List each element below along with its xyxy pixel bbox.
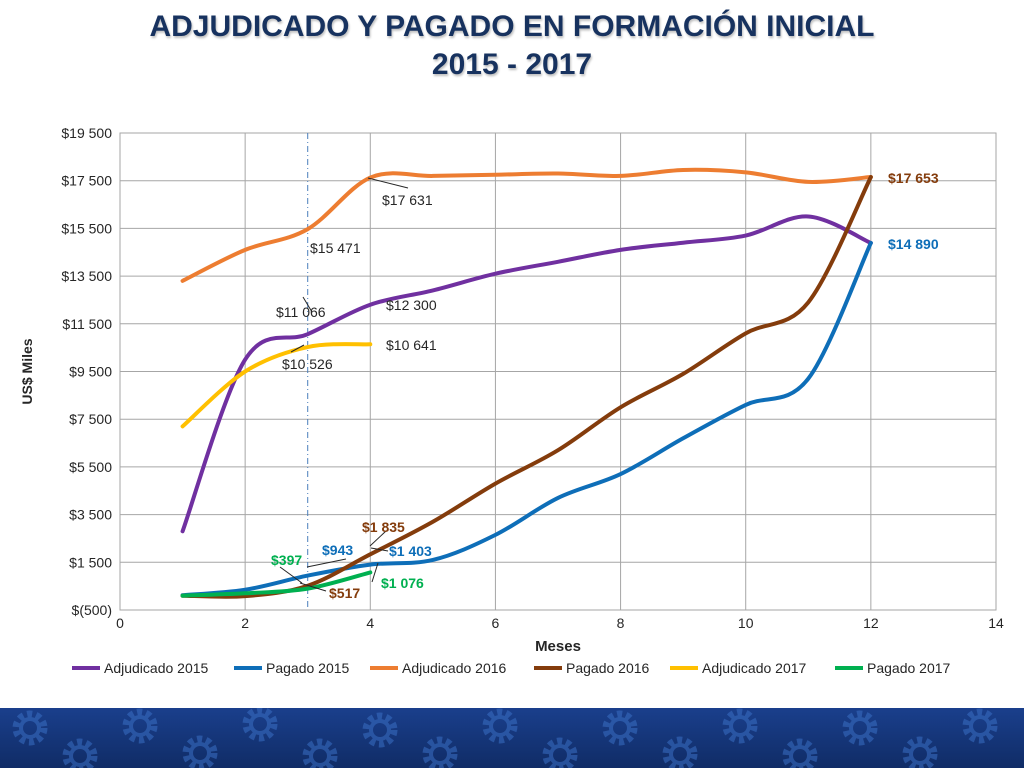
data-label: $1 076: [381, 575, 424, 591]
annotation-leader: [370, 547, 389, 552]
series-line-pagado-2017: [180, 570, 373, 598]
y-tick-label: $11 500: [62, 316, 112, 332]
y-tick-label: $7 500: [69, 411, 112, 427]
line-chart: $(500) $1 500 $3 500 $5 500 $7 500 $9 500 $11 …: [19, 125, 1004, 676]
y-axis-title: US$ Miles: [19, 338, 35, 404]
data-label: $943: [322, 542, 353, 558]
data-label: $11 066: [276, 304, 326, 320]
legend-label: Pagado 2015: [266, 660, 350, 676]
title-line-1: ADJUDICADO Y PAGADO EN FORMACIÓN INICIAL: [149, 10, 875, 43]
gear-pattern-icon: [0, 708, 1024, 768]
series-line-adjudicado-2016: [180, 167, 873, 283]
data-label: $15 471: [310, 240, 361, 256]
annotation-leader: [306, 558, 347, 568]
series-line-pagado-2015: [180, 240, 873, 598]
annotation-leader: [367, 177, 409, 189]
title-line-2: 2015 - 2017: [431, 48, 593, 81]
x-tick-label: 0: [116, 615, 124, 631]
data-label: $397: [271, 552, 302, 568]
data-label: $12 300: [386, 297, 437, 313]
series-line-adjudicado-2017: [180, 342, 373, 429]
legend-label: Adjudicado 2016: [402, 660, 507, 676]
legend-label: Pagado 2017: [867, 660, 951, 676]
data-label: $517: [329, 585, 360, 601]
annotation-leader: [302, 296, 313, 313]
x-tick-label: 12: [863, 615, 879, 631]
annotation-leader: [369, 530, 387, 547]
page-title: ADJUDICADO Y PAGADO EN FORMACIÓN INICIAL…: [0, 8, 1024, 84]
annotation-leader: [290, 344, 305, 353]
annotation-leader: [371, 562, 379, 583]
data-label: $17 653: [888, 170, 939, 186]
x-tick-label: 10: [738, 615, 754, 631]
y-tick-label: $5 500: [69, 459, 112, 475]
y-tick-label: $13 500: [61, 268, 112, 284]
annotation-leader: [279, 566, 303, 584]
y-tick-label: $19 500: [61, 125, 112, 141]
data-label: $10 526: [282, 356, 333, 372]
data-label: $17 631: [382, 192, 433, 208]
data-label: $1 835: [362, 519, 405, 535]
x-tick-label: 2: [241, 615, 249, 631]
legend-label: Adjudicado 2017: [702, 660, 807, 676]
y-tick-label: $1 500: [69, 554, 112, 570]
x-tick-label: 14: [988, 615, 1004, 631]
data-label: $14 890: [888, 236, 939, 252]
x-axis-title: Meses: [535, 638, 581, 655]
data-label: $10 641: [386, 337, 437, 353]
x-tick-label: 6: [492, 615, 500, 631]
x-tick-label: 4: [366, 615, 374, 631]
series-line-adjudicado-2015: [180, 214, 873, 534]
legend-label: Pagado 2016: [566, 660, 650, 676]
y-tick-label: $(500): [72, 602, 112, 618]
y-tick-label: $15 500: [61, 220, 112, 236]
data-label: $1 403: [389, 543, 432, 559]
legend-label: Adjudicado 2015: [104, 660, 209, 676]
y-tick-label: $9 500: [69, 364, 112, 380]
x-tick-label: 8: [617, 615, 625, 631]
y-tick-label: $17 500: [61, 173, 112, 189]
footer-gear-banner: [0, 708, 1024, 768]
y-tick-label: $3 500: [69, 507, 112, 523]
annotation-leader: [299, 582, 327, 592]
